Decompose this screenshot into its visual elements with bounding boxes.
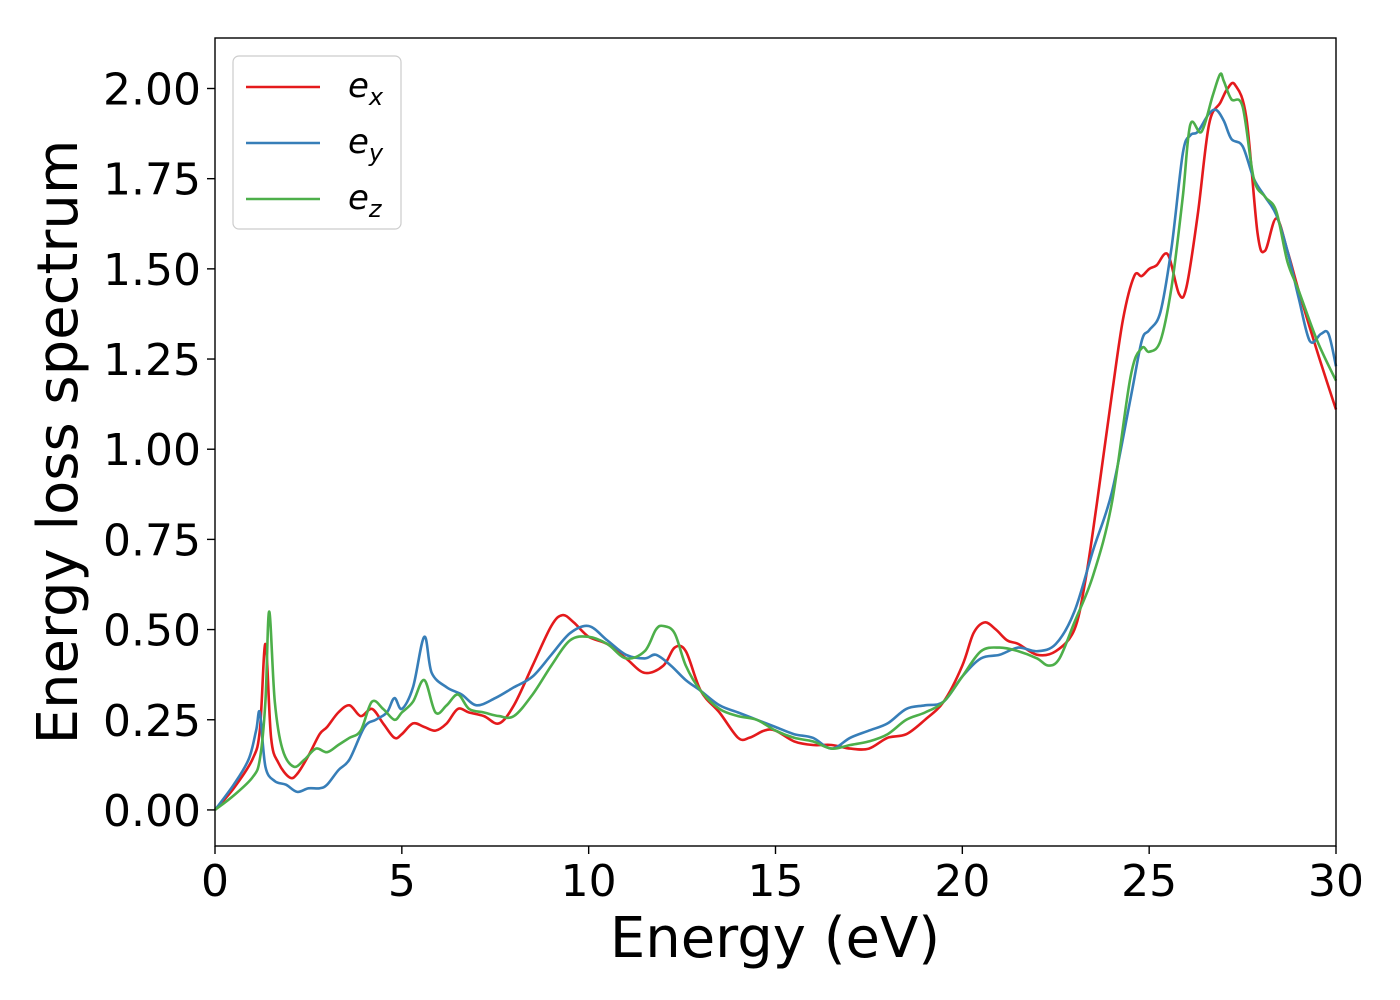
- x-tick-label: 0: [201, 856, 229, 907]
- y-tick-label: 1.75: [103, 155, 201, 206]
- y-tick-label: 2.00: [103, 65, 201, 116]
- y-tick-label: 1.50: [103, 245, 201, 296]
- series-group: [213, 72, 1338, 811]
- x-tick-label: 20: [934, 856, 990, 907]
- y-tick-label: 0.00: [103, 786, 201, 837]
- x-tick-label: 30: [1308, 856, 1364, 907]
- y-tick-label: 1.00: [103, 425, 201, 476]
- x-tick-label: 15: [748, 856, 804, 907]
- x-tick-label: 25: [1121, 856, 1177, 907]
- y-axis-label: Energy loss spectrum: [26, 140, 91, 745]
- y-axis: 0.00 0.25 0.50 0.75 1.00 1.25 1.50 1.75 2.00: [103, 65, 215, 837]
- series-line-ex: [214, 81, 1338, 811]
- series-line-ey: [213, 108, 1338, 811]
- x-tick-label: 10: [561, 856, 617, 907]
- x-tick-label: 5: [388, 856, 416, 907]
- x-axis-label: Energy (eV): [610, 906, 940, 971]
- y-tick-label: 0.75: [103, 515, 201, 566]
- y-tick-label: 0.50: [103, 606, 201, 657]
- series-line-ez: [214, 72, 1338, 811]
- y-tick-label: 0.25: [103, 696, 201, 747]
- y-tick-label: 1.25: [103, 335, 201, 386]
- x-axis: 0 5 10 15 20 25 30: [201, 846, 1364, 907]
